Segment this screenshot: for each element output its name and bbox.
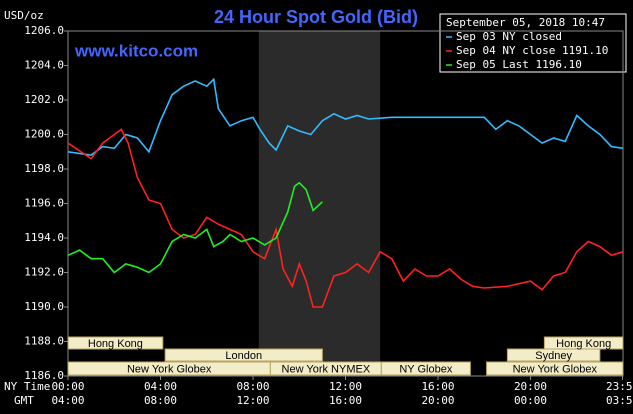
session-label: New York Globex bbox=[513, 363, 598, 375]
session-label: Sydney bbox=[535, 350, 572, 362]
session-label: Hong Kong bbox=[556, 338, 611, 350]
y-tick-label: 1202.0 bbox=[24, 93, 64, 106]
x-tick-label-gmt: 20:00 bbox=[421, 394, 454, 407]
session-bar bbox=[543, 336, 624, 350]
x-tick-label: 04:00 bbox=[144, 380, 177, 393]
x-tick-label: 08:00 bbox=[236, 380, 269, 393]
x-tick-label-gmt: 03:59 bbox=[606, 394, 633, 407]
x-tick-label-gmt: 16:00 bbox=[329, 394, 362, 407]
x-tick-label: 12:00 bbox=[329, 380, 362, 393]
session-bar bbox=[67, 336, 164, 350]
session-label: New York NYMEX bbox=[282, 363, 371, 375]
x-tick-label-gmt: 00:00 bbox=[514, 394, 547, 407]
x-tick-label: 00:00 bbox=[51, 380, 84, 393]
session-label: New York Globex bbox=[127, 363, 212, 375]
y-tick-label: 1200.0 bbox=[24, 128, 64, 141]
session-bar bbox=[164, 348, 323, 362]
timestamp: September 05, 2018 10:47 bbox=[446, 16, 605, 29]
legend-label: Sep 03 NY closed bbox=[456, 30, 562, 43]
x-axis-name: GMT bbox=[14, 394, 34, 407]
x-tick-label-gmt: 12:00 bbox=[236, 394, 269, 407]
y-tick-label: 1186.0 bbox=[24, 369, 64, 382]
y-tick-label: 1196.0 bbox=[24, 197, 64, 210]
session-label: London bbox=[225, 350, 262, 362]
session-bar bbox=[380, 361, 471, 376]
y-tick-label: 1188.0 bbox=[24, 335, 64, 348]
y-tick-label: 1190.0 bbox=[24, 300, 64, 313]
y-tick-label: 1206.0 bbox=[24, 24, 64, 37]
series-line bbox=[67, 181, 323, 274]
legend-box bbox=[439, 13, 627, 73]
source: www.kitco.com bbox=[74, 41, 198, 60]
x-tick-label-gmt: 08:00 bbox=[144, 394, 177, 407]
series-line bbox=[67, 77, 624, 157]
x-tick-label-gmt: 04:00 bbox=[51, 394, 84, 407]
chart-title: 24 Hour Spot Gold (Bid) bbox=[214, 7, 418, 27]
x-axis-name: NY Time bbox=[4, 380, 50, 393]
y-tick-label: 1194.0 bbox=[24, 231, 64, 244]
session-label: NY Globex bbox=[399, 363, 452, 375]
legend-label: Sep 04 NY close 1191.10 bbox=[456, 44, 608, 57]
y-unit: USD/oz bbox=[4, 9, 44, 22]
y-tick-label: 1204.0 bbox=[24, 59, 64, 72]
y-tick-label: 1192.0 bbox=[24, 266, 64, 279]
session-label: Hong Kong bbox=[88, 338, 143, 350]
x-tick-label: 16:00 bbox=[421, 380, 454, 393]
series-line bbox=[67, 128, 624, 308]
session-bar bbox=[486, 361, 624, 376]
x-tick-label: 23:59 bbox=[606, 380, 633, 393]
y-tick-label: 1198.0 bbox=[24, 162, 64, 175]
legend-label: Sep 05 Last 1196.10 bbox=[456, 58, 582, 71]
x-tick-label: 20:00 bbox=[514, 380, 547, 393]
